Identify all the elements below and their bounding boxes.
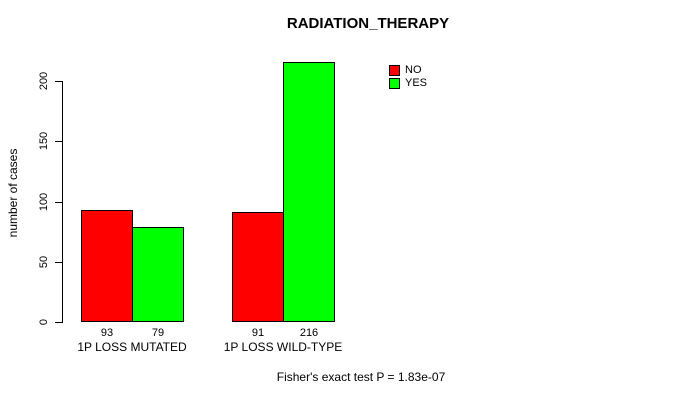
y-tick xyxy=(55,141,62,142)
legend-label: NO xyxy=(405,64,422,76)
bar-yes-1 xyxy=(132,227,184,322)
y-tick xyxy=(55,81,62,82)
bar-value-label: 91 xyxy=(251,327,265,339)
legend-swatch-yes xyxy=(389,77,400,89)
y-tick xyxy=(55,322,62,323)
legend-item-yes: YES xyxy=(389,77,427,89)
legend: NO YES xyxy=(389,64,427,90)
y-axis-line xyxy=(62,81,63,323)
y-tick xyxy=(55,202,62,203)
chart-title: RADIATION_THERAPY xyxy=(286,15,450,32)
bar-value-label: 216 xyxy=(299,327,319,339)
category-label: 1P LOSS MUTATED xyxy=(77,340,187,354)
bar-yes-2 xyxy=(283,62,335,322)
legend-label: YES xyxy=(405,77,428,89)
bar-value-label: 93 xyxy=(100,327,114,339)
bar-no-2 xyxy=(232,212,284,322)
legend-item-no: NO xyxy=(389,64,427,76)
category-label: 1P LOSS WILD-TYPE xyxy=(223,340,343,354)
bar-no-1 xyxy=(81,210,133,322)
bar-value-label: 79 xyxy=(151,327,165,339)
fisher-test-footnote: Fisher's exact test P = 1.83e-07 xyxy=(276,370,446,384)
legend-swatch-no xyxy=(389,64,400,76)
y-tick xyxy=(55,262,62,263)
